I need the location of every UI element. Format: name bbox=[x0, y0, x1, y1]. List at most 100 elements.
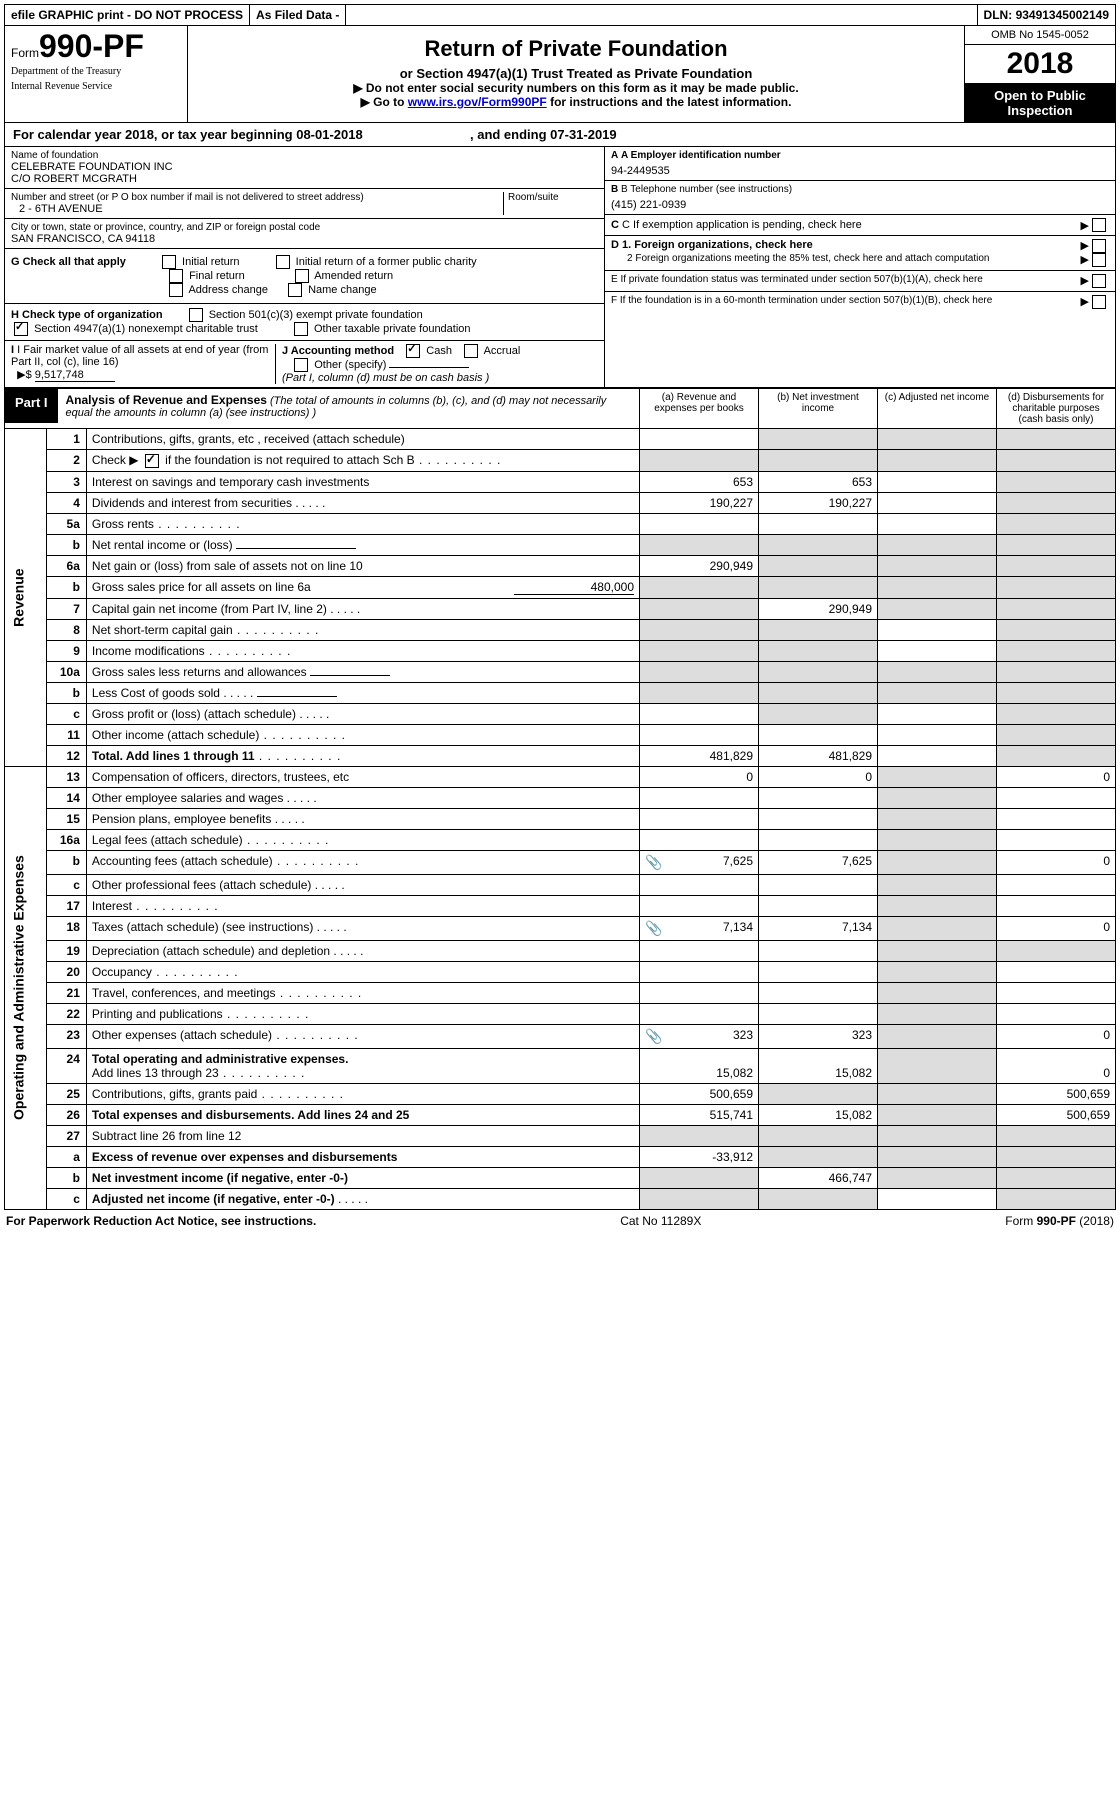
form-note1: ▶ Do not enter social security numbers o… bbox=[194, 81, 958, 95]
top-bar: efile GRAPHIC print - DO NOT PROCESS As … bbox=[4, 4, 1116, 26]
row-27a: aExcess of revenue over expenses and dis… bbox=[5, 1146, 1116, 1167]
schb-checkbox[interactable] bbox=[145, 454, 159, 468]
row-15: 15Pension plans, employee benefits bbox=[5, 808, 1116, 829]
row-6b: bGross sales price for all assets on lin… bbox=[5, 576, 1116, 598]
g-checkboxes: G Check all that apply Initial return In… bbox=[5, 249, 604, 304]
col-c-header: (c) Adjusted net income bbox=[878, 389, 997, 429]
part1-description: Analysis of Revenue and Expenses (The to… bbox=[58, 389, 639, 423]
part1-table: Part I Analysis of Revenue and Expenses … bbox=[4, 388, 1116, 1210]
foundation-name: CELEBRATE FOUNDATION INC bbox=[11, 161, 598, 173]
top-spacer bbox=[346, 5, 977, 25]
col-b-header: (b) Net investment income bbox=[759, 389, 878, 429]
phone-cell: B B Telephone number (see instructions) … bbox=[605, 181, 1115, 215]
form-id-block: Form990-PF Department of the Treasury In… bbox=[5, 26, 188, 122]
initial-return-checkbox[interactable] bbox=[162, 255, 176, 269]
phone-value: (415) 221-0939 bbox=[611, 195, 1109, 211]
row-26: 26Total expenses and disbursements. Add … bbox=[5, 1104, 1116, 1125]
ein-value: 94-2449535 bbox=[611, 161, 1109, 177]
ein-cell: A A Employer identification number 94-24… bbox=[605, 147, 1115, 181]
form-title: Return of Private Foundation bbox=[194, 36, 958, 62]
exemption-pending-checkbox[interactable] bbox=[1092, 218, 1106, 232]
row-20: 20Occupancy bbox=[5, 961, 1116, 982]
form-footer-id: Form 990-PF (2018) bbox=[1005, 1214, 1114, 1228]
row-2: 2Check ▶ if the foundation is not requir… bbox=[5, 450, 1116, 472]
form-number: 990-PF bbox=[39, 28, 144, 64]
cat-number: Cat No 11289X bbox=[620, 1214, 701, 1228]
attachment-icon[interactable]: 📎 bbox=[645, 854, 662, 871]
initial-former-checkbox[interactable] bbox=[276, 255, 290, 269]
entity-info: Name of foundation CELEBRATE FOUNDATION … bbox=[4, 147, 1116, 388]
row-22: 22Printing and publications bbox=[5, 1003, 1116, 1024]
row-5b: bNet rental income or (loss) bbox=[5, 534, 1116, 555]
foreign-org-checkbox[interactable] bbox=[1092, 239, 1106, 253]
form-year-block: OMB No 1545-0052 2018 Open to Public Ins… bbox=[964, 26, 1115, 122]
row-17: 17Interest bbox=[5, 895, 1116, 916]
calendar-year-row: For calendar year 2018, or tax year begi… bbox=[4, 123, 1116, 147]
row-16a: 16aLegal fees (attach schedule) bbox=[5, 829, 1116, 850]
foundation-co: C/O ROBERT MCGRATH bbox=[11, 173, 598, 185]
revenue-label: Revenue bbox=[5, 429, 47, 767]
part1-label: Part I bbox=[5, 389, 58, 423]
efile-notice: efile GRAPHIC print - DO NOT PROCESS bbox=[5, 5, 250, 25]
form-prefix: Form bbox=[11, 46, 39, 60]
row-9: 9Income modifications bbox=[5, 640, 1116, 661]
fmv-value: 9,517,748 bbox=[35, 369, 115, 382]
form-header: Form990-PF Department of the Treasury In… bbox=[4, 26, 1116, 123]
501c3-checkbox[interactable] bbox=[189, 308, 203, 322]
expenses-label: Operating and Administrative Expenses bbox=[5, 766, 47, 1209]
accrual-checkbox[interactable] bbox=[464, 344, 478, 358]
asfiled-label: As Filed Data - bbox=[250, 5, 346, 25]
foreign-85-checkbox[interactable] bbox=[1092, 253, 1106, 267]
dept-irs: Internal Revenue Service bbox=[11, 81, 181, 92]
j-note: (Part I, column (d) must be on cash basi… bbox=[282, 372, 489, 384]
row-27: 27Subtract line 26 from line 12 bbox=[5, 1125, 1116, 1146]
omb-number: OMB No 1545-0052 bbox=[965, 26, 1115, 45]
row-10a: 10aGross sales less returns and allowanc… bbox=[5, 661, 1116, 682]
e-cell: E If private foundation status was termi… bbox=[605, 271, 1115, 292]
dln: DLN: 93491345002149 bbox=[978, 5, 1115, 25]
amended-return-checkbox[interactable] bbox=[295, 269, 309, 283]
row-13: Operating and Administrative Expenses 13… bbox=[5, 766, 1116, 787]
name-cell: Name of foundation CELEBRATE FOUNDATION … bbox=[5, 147, 604, 189]
row-16c: cOther professional fees (attach schedul… bbox=[5, 874, 1116, 895]
name-change-checkbox[interactable] bbox=[288, 283, 302, 297]
other-taxable-checkbox[interactable] bbox=[294, 322, 308, 336]
row-6a: 6aNet gain or (loss) from sale of assets… bbox=[5, 555, 1116, 576]
h-checkboxes: H Check type of organization Section 501… bbox=[5, 304, 604, 341]
col-a-header: (a) Revenue and expenses per books bbox=[640, 389, 759, 429]
row-25: 25Contributions, gifts, grants paid500,6… bbox=[5, 1083, 1116, 1104]
c-cell: C C If exemption application is pending,… bbox=[605, 215, 1115, 236]
form-subtitle: or Section 4947(a)(1) Trust Treated as P… bbox=[194, 66, 958, 81]
cash-checkbox[interactable] bbox=[406, 344, 420, 358]
row-7: 7Capital gain net income (from Part IV, … bbox=[5, 598, 1116, 619]
dept-treasury: Department of the Treasury bbox=[11, 66, 181, 77]
other-method-checkbox[interactable] bbox=[294, 358, 308, 372]
city-cell: City or town, state or province, country… bbox=[5, 219, 604, 249]
row-23: 23Other expenses (attach schedule)📎32332… bbox=[5, 1024, 1116, 1048]
f-cell: F If the foundation is in a 60-month ter… bbox=[605, 292, 1115, 312]
row-1: Revenue 1Contributions, gifts, grants, e… bbox=[5, 429, 1116, 450]
address-cell: Number and street (or P O box number if … bbox=[5, 189, 604, 219]
irs-link[interactable]: www.irs.gov/Form990PF bbox=[408, 95, 547, 109]
address-change-checkbox[interactable] bbox=[169, 283, 183, 297]
row-18: 18Taxes (attach schedule) (see instructi… bbox=[5, 916, 1116, 940]
4947-checkbox[interactable] bbox=[14, 322, 28, 336]
room-label: Room/suite bbox=[508, 192, 598, 203]
form-title-block: Return of Private Foundation or Section … bbox=[188, 26, 964, 122]
row-24: 24Total operating and administrative exp… bbox=[5, 1048, 1116, 1083]
row-12: 12Total. Add lines 1 through 11481,82948… bbox=[5, 745, 1116, 766]
row-4: 4Dividends and interest from securities1… bbox=[5, 492, 1116, 513]
status-terminated-checkbox[interactable] bbox=[1092, 274, 1106, 288]
col-d-header: (d) Disbursements for charitable purpose… bbox=[997, 389, 1116, 429]
row-21: 21Travel, conferences, and meetings bbox=[5, 982, 1116, 1003]
paperwork-notice: For Paperwork Reduction Act Notice, see … bbox=[6, 1214, 316, 1228]
row-14: 14Other employee salaries and wages bbox=[5, 787, 1116, 808]
60month-checkbox[interactable] bbox=[1092, 295, 1106, 309]
street-address: 2 - 6TH AVENUE bbox=[11, 203, 499, 215]
row-27b: bNet investment income (if negative, ent… bbox=[5, 1167, 1116, 1188]
attachment-icon[interactable]: 📎 bbox=[645, 920, 662, 937]
row-11: 11Other income (attach schedule) bbox=[5, 724, 1116, 745]
attachment-icon[interactable]: 📎 bbox=[645, 1028, 662, 1045]
final-return-checkbox[interactable] bbox=[169, 269, 183, 283]
row-19: 19Depreciation (attach schedule) and dep… bbox=[5, 940, 1116, 961]
